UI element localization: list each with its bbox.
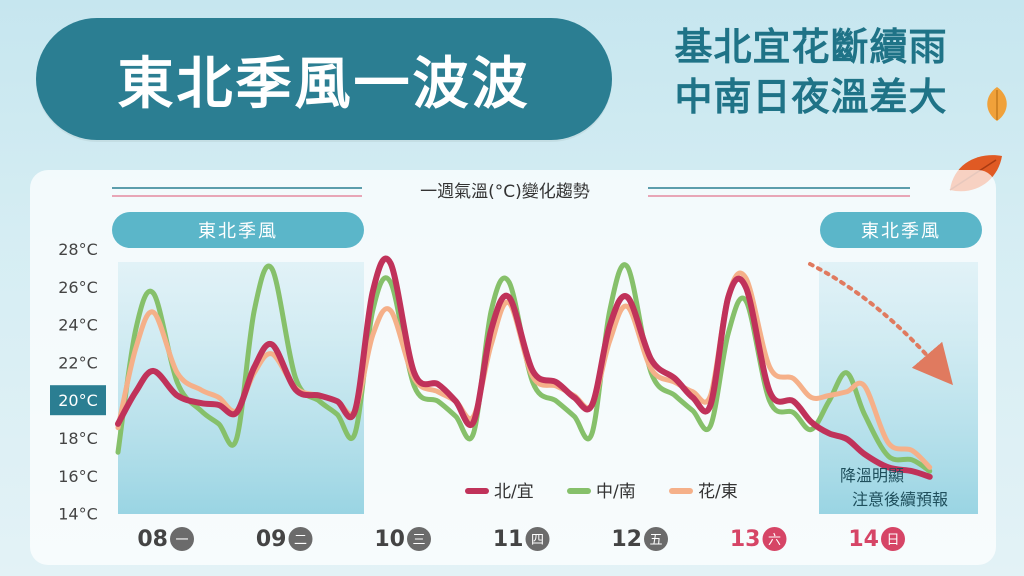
x-tick-date: 08 <box>137 527 168 552</box>
leaf-small-icon <box>987 87 1007 121</box>
y-tick-label: 26°C <box>58 278 98 297</box>
weekday-badge <box>762 527 787 551</box>
monsoon-band-label: 東北季風 <box>198 221 278 242</box>
x-tick-date: 10 <box>374 527 405 552</box>
cooling-trend-arrow <box>808 262 954 386</box>
series-line-central-south <box>115 262 933 474</box>
annotation-line-1: 降溫明顯 <box>840 466 904 485</box>
legend-label: 中/南 <box>596 482 636 502</box>
headline-banner: 東北季風一波波 <box>36 18 612 140</box>
subtitle-line-2: 中南日夜溫差大 <box>674 75 948 119</box>
y-tick-label: 24°C <box>58 316 98 335</box>
monsoon-band-label-pill <box>820 212 982 248</box>
weekday-badge <box>288 527 313 551</box>
weekday-badge <box>170 527 194 551</box>
annotation-line-2: 注意後續預報 <box>852 490 948 509</box>
y-tick-label: 28°C <box>58 240 98 259</box>
chart-title: 一週氣溫(°C)變化趨勢 <box>420 182 590 202</box>
headline-title: 東北季風一波波 <box>117 51 531 117</box>
subtitle-line-1: 基北宜花斷續雨 <box>674 25 948 69</box>
y-tick-label: 16°C <box>58 467 98 486</box>
y-tick-label: 22°C <box>58 353 98 372</box>
weekday-badge <box>525 527 550 551</box>
monsoon-band-label-pill <box>112 212 364 248</box>
x-tick-weekday: 二 <box>294 533 307 548</box>
series-line-north <box>115 255 933 480</box>
x-tick-weekday: 六 <box>768 533 781 548</box>
x-tick-weekday: 日 <box>886 533 899 548</box>
x-tick-date: 12 <box>611 527 642 552</box>
monsoon-band-label: 東北季風 <box>861 221 941 242</box>
y-tick-highlight <box>50 385 106 416</box>
headline-subtitle: 基北宜花斷續雨 中南日夜溫差大 <box>636 22 986 122</box>
x-tick-weekday: 三 <box>412 533 425 548</box>
legend-label: 花/東 <box>698 482 738 502</box>
y-tick-label: 14°C <box>58 505 98 524</box>
weekday-badge <box>407 527 431 551</box>
y-tick-label: 18°C <box>58 429 98 448</box>
x-tick-date: 13 <box>730 527 761 552</box>
x-tick-weekday: 五 <box>649 533 662 548</box>
x-tick-weekday: 一 <box>175 533 188 548</box>
weekday-badge <box>644 527 668 551</box>
weekday-badge <box>881 527 905 551</box>
legend-label: 北/宜 <box>494 482 534 502</box>
x-tick-weekday: 四 <box>531 533 544 548</box>
x-tick-date: 11 <box>493 527 524 552</box>
x-tick-date: 09 <box>256 527 287 552</box>
y-tick-label: 20°C <box>58 391 98 410</box>
x-tick-date: 14 <box>848 527 879 552</box>
